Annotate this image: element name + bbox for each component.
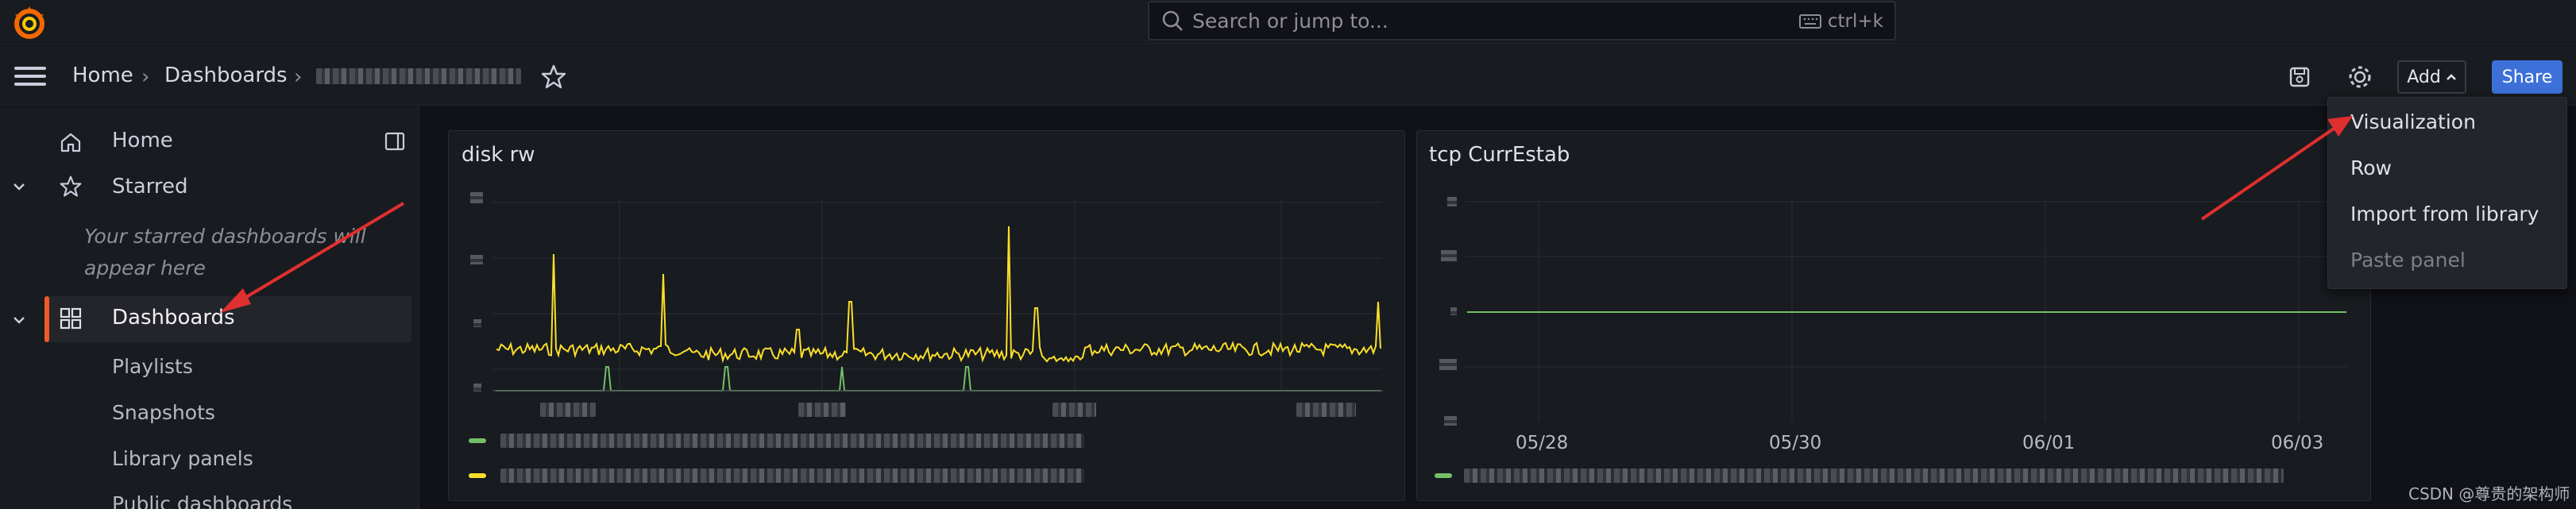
keyboard-icon	[1798, 14, 1821, 29]
sidebar-item-dashboards[interactable]: Dashboards	[112, 306, 235, 330]
apps-icon	[60, 307, 82, 330]
legend-label-redacted[interactable]	[1464, 469, 2284, 483]
home-icon	[60, 133, 81, 152]
sidebar-item-public-dashboards[interactable]: Public dashboards	[112, 492, 293, 509]
y-tick-redacted	[473, 319, 481, 327]
series-green-line	[496, 366, 1381, 391]
legend-label-redacted[interactable]	[500, 434, 1084, 448]
y-tick-redacted	[470, 192, 483, 203]
legend-swatch-green	[469, 438, 486, 443]
sidebar-item-starred[interactable]: Starred	[112, 175, 188, 199]
chevron-down-icon[interactable]	[11, 181, 27, 192]
save-icon[interactable]	[2284, 62, 2315, 92]
legend-swatch-yellow	[469, 473, 486, 478]
sidebar-item-playlists[interactable]: Playlists	[112, 355, 193, 378]
starred-empty-message: Your starred dashboards will appear here	[84, 225, 366, 280]
menu-item-visualization[interactable]: Visualization	[2350, 110, 2476, 133]
panel-title: disk rw	[462, 143, 535, 167]
menu-item-paste-panel: Paste panel	[2350, 249, 2466, 272]
breadcrumb-separator: ›	[141, 65, 150, 89]
sidebar-item-snapshots[interactable]: Snapshots	[112, 401, 215, 424]
menu-item-row[interactable]: Row	[2350, 156, 2392, 179]
grafana-logo-icon[interactable]	[11, 5, 48, 41]
breadcrumb-home[interactable]: Home	[72, 64, 133, 87]
watermark: CSDN @尊贵的架构师	[2408, 484, 2570, 503]
sidebar-item-library-panels[interactable]: Library panels	[112, 447, 253, 470]
search-icon	[1162, 10, 1183, 31]
y-tick-redacted	[1450, 307, 1457, 315]
star-icon	[60, 175, 82, 197]
series-yellow-line	[496, 226, 1381, 364]
legend-label-redacted[interactable]	[500, 469, 1084, 483]
add-button[interactable]: Add	[2397, 60, 2466, 94]
sidebar-item-home[interactable]: Home	[112, 129, 173, 152]
y-tick-redacted	[1439, 359, 1457, 370]
x-tick-redacted	[1296, 403, 1356, 417]
y-tick-redacted	[1447, 197, 1457, 206]
breadcrumb-dashboards[interactable]: Dashboards	[164, 64, 288, 87]
share-button[interactable]: Share	[2492, 60, 2562, 94]
legend-swatch-green	[1435, 473, 1452, 478]
x-tick-redacted	[1052, 403, 1096, 417]
x-tick-label: 06/03	[2271, 433, 2324, 453]
x-tick-label: 06/01	[2022, 433, 2076, 453]
x-tick-redacted	[798, 403, 846, 417]
x-tick-label: 05/28	[1516, 433, 1569, 453]
y-tick-redacted	[473, 384, 481, 391]
add-button-label: Add	[2407, 67, 2441, 87]
menu-item-import-from-library[interactable]: Import from library	[2350, 202, 2539, 226]
tcp-currestab-graph[interactable]	[1417, 183, 2370, 421]
chevron-up-icon	[2446, 74, 2456, 80]
disk-rw-graph[interactable]	[449, 183, 1402, 421]
search-placeholder: Search or jump to...	[1192, 9, 1388, 33]
panel-title: tcp CurrEstab	[1429, 143, 1570, 167]
star-icon[interactable]	[540, 64, 567, 91]
shortcut-hint: ctrl+k	[1827, 11, 1883, 32]
x-tick-label: 05/30	[1769, 433, 1822, 453]
y-tick-redacted	[1444, 416, 1457, 426]
search-bar[interactable]: Search or jump to... ctrl+k	[1148, 1, 1896, 40]
x-tick-redacted	[540, 403, 596, 417]
dock-icon[interactable]	[384, 130, 406, 152]
active-indicator	[44, 296, 49, 342]
menu-icon[interactable]	[14, 67, 46, 86]
gear-icon[interactable]	[2345, 62, 2375, 92]
breadcrumb-dashboard-title-redacted[interactable]	[316, 68, 521, 84]
add-dropdown-menu: Visualization Row Import from library Pa…	[2327, 97, 2567, 289]
y-tick-redacted	[470, 255, 483, 264]
y-tick-redacted	[1441, 250, 1457, 261]
breadcrumb-separator: ›	[294, 65, 303, 89]
chevron-down-icon[interactable]	[11, 314, 27, 326]
